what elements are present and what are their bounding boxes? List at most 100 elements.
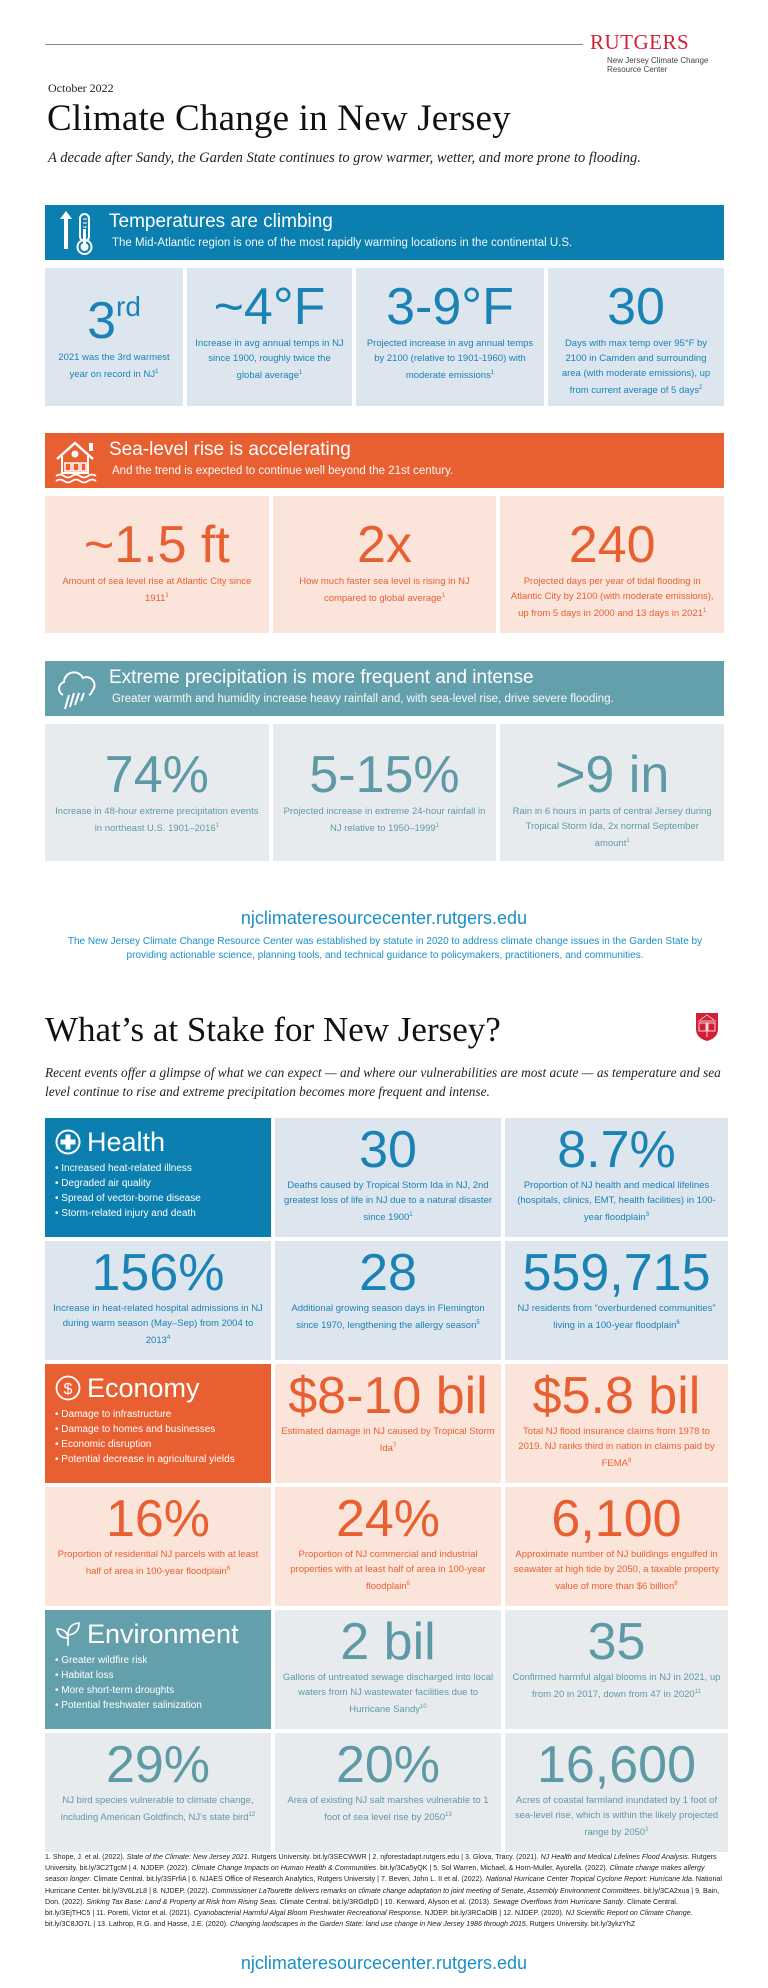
reference-item: 2. njforestadapt.rutgers.edu	[372, 1853, 460, 1861]
page-title: Climate Change in New Jersey	[47, 98, 511, 139]
stat-description: Confirmed harmful algal blooms in NJ in …	[512, 1672, 721, 1701]
stat-value: 35	[587, 1613, 646, 1671]
section-title: Temperatures are climbing	[109, 211, 333, 232]
section-title: Extreme precipitation is more frequent a…	[109, 667, 534, 688]
svg-text:$: $	[64, 1381, 73, 1398]
stat-value: 74%	[104, 746, 209, 804]
stat-card: ~4°F Increase in avg annual temps in NJ …	[187, 268, 352, 406]
stat-card: 156% Increase in heat-related hospital a…	[45, 1241, 271, 1360]
stat-card: >9 in Rain in 6 hours in parts of centra…	[500, 724, 725, 861]
stat-card: 30 Deaths caused by Tropical Storm Ida i…	[275, 1118, 501, 1237]
stat-value: 5-15%	[309, 746, 460, 804]
economy-category-card: $ Economy Damage to infrastructure Damag…	[45, 1364, 271, 1483]
stat-value: 8.7%	[557, 1121, 676, 1179]
stat-value: 29%	[105, 1736, 211, 1794]
logo-wordmark: RUTGERS	[590, 30, 690, 54]
stat-description: Increase in avg annual temps in NJ since…	[195, 338, 344, 382]
logo-sub-line1: New Jersey Climate Change	[607, 56, 709, 65]
stat-card: 30 Days with max temp over 95°F by 2100 …	[548, 268, 724, 406]
stake-subtitle: Recent events offer a glimpse of what we…	[45, 1065, 721, 1099]
temperature-stats-row: 3rd 2021 was the 3rd warmest year on rec…	[45, 268, 724, 406]
reference-item: 9. Bain, Don. (2022). Sinking Tax Base: …	[45, 1886, 720, 1906]
bullet-item: Increased heat-related illness	[55, 1161, 271, 1176]
stat-card: 28 Additional growing season days in Fle…	[275, 1241, 501, 1360]
reference-item: 10. Kenward, Alyson et al. (2013). Sewag…	[45, 1897, 678, 1918]
stat-value: 20%	[335, 1736, 441, 1794]
bullet-item: More short-term droughts	[55, 1683, 271, 1698]
stat-value: 16,600	[536, 1736, 697, 1794]
reference-item: 8. NJDEP. (2022). Commissioner LaTourett…	[152, 1886, 690, 1895]
stat-description: Projected increase in avg annual temps b…	[366, 338, 534, 382]
stat-card: 74% Increase in 48-hour extreme precipit…	[45, 724, 269, 861]
stat-value: 30	[607, 278, 665, 336]
stat-description: Acres of coastal farmland inundated by 1…	[514, 1795, 719, 1839]
stat-card: 2 bil Gallons of untreated sewage discha…	[275, 1610, 501, 1729]
stat-value: $5.8 bil	[532, 1367, 701, 1425]
stat-description: Projected increase in extreme 24-hour ra…	[283, 806, 486, 835]
rutgers-shield-icon	[696, 1013, 718, 1041]
reference-item: 1. Shope, J. et al. (2022). State of the…	[45, 1853, 367, 1861]
reference-item: 3. Glova, Tracy. (2021). NJ Health and M…	[45, 1853, 717, 1873]
category-heading: Health	[55, 1126, 271, 1158]
page-subtitle: A decade after Sandy, the Garden State c…	[48, 150, 641, 166]
stat-card: 3-9°F Projected increase in avg annual t…	[356, 268, 544, 406]
stat-value: 24%	[335, 1490, 441, 1548]
stat-value: $8-10 bil	[288, 1367, 488, 1425]
bullet-item: Potential decrease in agricultural yield…	[55, 1452, 271, 1467]
stat-description: How much faster sea level is rising in N…	[299, 576, 470, 605]
stat-description: Gallons of untreated sewage discharged i…	[282, 1672, 494, 1716]
stat-description: Increase in 48-hour extreme precipitatio…	[55, 806, 259, 835]
temperature-banner: Temperatures are climbing The Mid-Atlant…	[45, 205, 724, 260]
rutgers-logo[interactable]: RUTGERS New Jersey Climate Change Resour…	[590, 30, 740, 75]
category-label: Health	[87, 1127, 166, 1157]
stat-card: 8.7% Proportion of NJ health and medical…	[505, 1118, 728, 1237]
stat-value: 2x	[357, 516, 412, 574]
stat-card: 35 Confirmed harmful algal blooms in NJ …	[505, 1610, 728, 1729]
reference-item: 7. Beven, John L. II et al. (2022). Nati…	[45, 1875, 722, 1895]
center-description: The New Jersey Climate Change Resource C…	[67, 936, 703, 961]
stat-value: 3-9°F	[386, 278, 514, 336]
website-link[interactable]: njclimateresourcecenter.rutgers.edu	[240, 908, 528, 928]
stat-card: 5-15% Projected increase in extreme 24-h…	[272, 724, 497, 861]
sea-level-banner: Sea-level rise is accelerating And the t…	[45, 433, 724, 488]
reference-item: 12. NJDEP. (2020). NJ Scientific Report …	[45, 1909, 693, 1929]
stat-value: >9 in	[555, 746, 670, 804]
reference-item: 13. Lathrop, R.G. and Hasse, J.E. (2020)…	[97, 1920, 636, 1929]
stat-value: 156%	[91, 1244, 225, 1302]
stat-card: 559,715 NJ residents from “overburdened …	[505, 1241, 728, 1360]
leaf-sprout-icon	[56, 1622, 80, 1646]
bullet-item: Greater wildfire risk	[55, 1653, 271, 1668]
health-category-card: Health Increased heat-related illness De…	[45, 1118, 271, 1237]
stat-description: Projected days per year of tidal floodin…	[510, 576, 714, 620]
stat-card: 24% Proportion of NJ commercial and indu…	[275, 1487, 501, 1606]
bullet-item: Potential freshwater salinization	[55, 1698, 271, 1713]
stat-value: 240	[568, 516, 656, 574]
stat-value: 2 bil	[340, 1613, 436, 1671]
stat-card: 16% Proportion of residential NJ parcels…	[45, 1487, 271, 1606]
stat-description: NJ bird species vulnerable to climate ch…	[60, 1795, 256, 1824]
bullet-item: Storm-related injury and death	[55, 1206, 271, 1221]
footer-website-link[interactable]: njclimateresourcecenter.rutgers.edu	[240, 1953, 528, 1973]
stat-description: Proportion of NJ commercial and industri…	[290, 1549, 486, 1593]
stat-value: 6,100	[551, 1490, 682, 1548]
references-list: 1. Shope, J. et al. (2022). State of the…	[45, 1853, 722, 1929]
header-rule	[45, 44, 583, 45]
stat-card: $8-10 bil Estimated damage in NJ caused …	[275, 1364, 501, 1483]
dollar-circle-icon: $	[55, 1375, 81, 1401]
stat-description: Additional growing season days in Flemin…	[291, 1303, 485, 1332]
sea-level-stats-row: ~1.5 ft Amount of sea level rise at Atla…	[45, 496, 725, 633]
stat-description: NJ residents from “overburdened communit…	[517, 1303, 716, 1332]
stat-description: Area of existing NJ salt marshes vulnera…	[287, 1795, 489, 1824]
stat-description: Amount of sea level rise at Atlantic Cit…	[62, 576, 252, 605]
bullet-item: Damage to infrastructure	[55, 1407, 271, 1422]
stat-value: 30	[359, 1121, 417, 1179]
stat-card: $5.8 bil Total NJ flood insurance claims…	[505, 1364, 728, 1483]
stat-value: 559,715	[522, 1244, 711, 1302]
stat-card: 20% Area of existing NJ salt marshes vul…	[275, 1733, 501, 1852]
stake-title: What’s at Stake for New Jersey?	[45, 1010, 501, 1049]
environment-grid: Environment Greater wildfire risk Habita…	[45, 1610, 728, 1852]
category-heading: Environment	[55, 1618, 271, 1650]
stat-card: 2x How much faster sea level is rising i…	[272, 496, 497, 633]
economy-grid: $ Economy Damage to infrastructure Damag…	[45, 1364, 728, 1606]
